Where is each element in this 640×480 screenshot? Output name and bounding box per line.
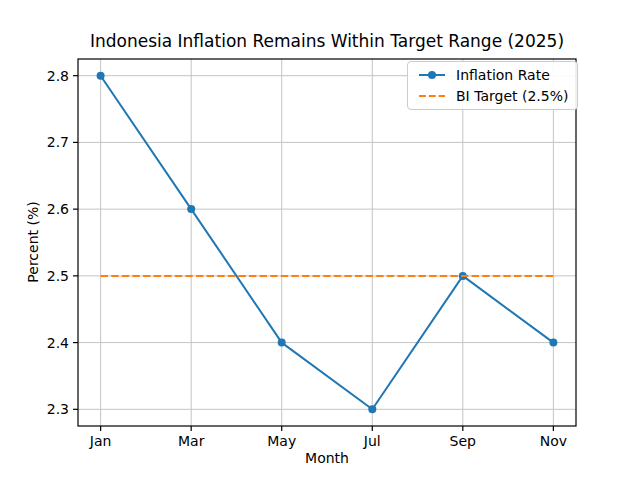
axes-border (78, 59, 576, 426)
data-point-marker (278, 339, 286, 347)
legend-item-inflation-rate: Inflation Rate (417, 67, 568, 83)
y-tick-label: 2.6 (47, 201, 69, 217)
line-marker-sample-icon (417, 69, 447, 81)
x-tick-label: May (267, 433, 296, 449)
x-tick-label: Jul (363, 433, 381, 449)
legend-item-bi-target: BI Target (2.5%) (417, 88, 568, 104)
legend: Inflation Rate BI Target (2.5%) (407, 61, 578, 110)
chart-title: Indonesia Inflation Remains Within Targe… (78, 31, 576, 51)
x-tick-label: Nov (540, 433, 567, 449)
x-axis-label: Month (78, 450, 576, 467)
series-line-0 (101, 76, 554, 410)
y-tick-label: 2.4 (47, 335, 69, 351)
chart-figure: 2.3 2.4 2.5 2.6 2.7 2.8 Jan Mar May Jul Sep Nov Ind… (0, 0, 640, 480)
legend-label: Inflation Rate (456, 67, 550, 83)
y-tick-label: 2.3 (47, 401, 69, 417)
data-point-marker (549, 339, 557, 347)
legend-label: BI Target (2.5%) (456, 88, 568, 104)
data-point-marker (97, 72, 105, 80)
y-tick-label: 2.8 (47, 68, 69, 84)
y-axis-label: Percent (%) (25, 201, 41, 282)
x-tick-label: Jan (89, 433, 112, 449)
y-tick-label: 2.7 (47, 134, 69, 150)
legend-marker-sample (428, 71, 436, 79)
data-point-marker (368, 405, 376, 413)
y-tick-label: 2.5 (47, 268, 69, 284)
x-tick-label: Sep (450, 433, 477, 449)
dashed-line-sample-icon (417, 90, 447, 102)
data-point-marker (187, 205, 195, 213)
x-tick-label: Mar (178, 433, 205, 449)
